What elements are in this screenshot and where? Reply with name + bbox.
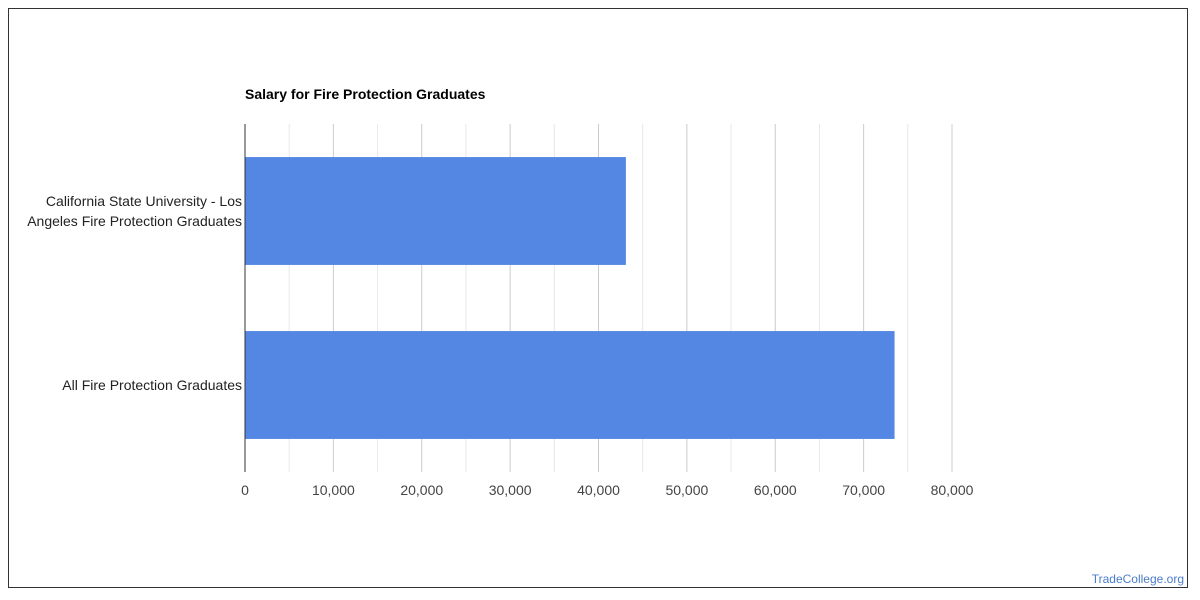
chart-title: Salary for Fire Protection Graduates (245, 86, 486, 102)
bar-1[interactable] (245, 331, 895, 439)
category-label-0-line-1: Angeles Fire Protection Graduates (27, 213, 242, 229)
x-axis-ticks: 0 10,000 20,000 30,000 40,000 50,000 60,000 70,… (241, 482, 974, 498)
bars (245, 157, 895, 439)
watermark-logo[interactable]: TradeCollege.org (1091, 572, 1184, 586)
x-tick-label-6: 60,000 (754, 482, 797, 498)
x-tick-label-0: 0 (241, 482, 249, 498)
bar-0[interactable] (245, 157, 626, 265)
x-tick-label-2: 20,000 (400, 482, 443, 498)
y-axis-categories: California State University - Los Angeles… (27, 193, 242, 393)
x-tick-label-5: 50,000 (665, 482, 708, 498)
category-label-1-line-0: All Fire Protection Graduates (62, 377, 242, 393)
x-tick-label-3: 30,000 (489, 482, 532, 498)
category-label-0-line-0: California State University - Los (46, 193, 242, 209)
x-tick-label-8: 80,000 (931, 482, 974, 498)
x-tick-label-7: 70,000 (842, 482, 885, 498)
x-tick-label-4: 40,000 (577, 482, 620, 498)
x-tick-label-1: 10,000 (312, 482, 355, 498)
